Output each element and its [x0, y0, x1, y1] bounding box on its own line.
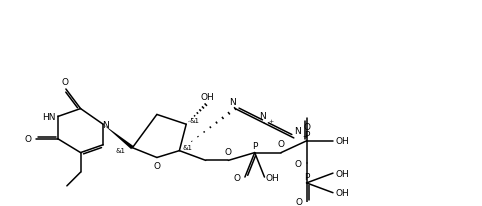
Text: O: O	[153, 161, 161, 170]
Text: O: O	[24, 135, 31, 144]
Text: OH: OH	[336, 137, 349, 146]
Text: O: O	[294, 159, 301, 168]
Text: O: O	[225, 147, 232, 156]
Text: &1: &1	[182, 144, 192, 150]
Polygon shape	[103, 125, 134, 150]
Text: +: +	[268, 118, 274, 123]
Text: N: N	[295, 126, 301, 135]
Text: OH: OH	[266, 173, 279, 182]
Text: O: O	[303, 122, 310, 131]
Text: N: N	[259, 111, 266, 120]
Text: −: −	[302, 133, 307, 138]
Text: O: O	[295, 197, 302, 206]
Text: &1: &1	[116, 147, 126, 153]
Text: O: O	[234, 173, 241, 182]
Text: OH: OH	[336, 188, 349, 197]
Text: P: P	[304, 172, 309, 181]
Text: N: N	[102, 120, 108, 129]
Text: N: N	[229, 98, 236, 107]
Text: &1: &1	[189, 118, 199, 124]
Text: OH: OH	[201, 93, 214, 102]
Text: OH: OH	[336, 169, 349, 178]
Text: P: P	[252, 142, 257, 151]
Text: HN: HN	[42, 112, 56, 121]
Text: P: P	[304, 130, 309, 139]
Text: O: O	[278, 140, 284, 149]
Text: O: O	[61, 77, 68, 86]
